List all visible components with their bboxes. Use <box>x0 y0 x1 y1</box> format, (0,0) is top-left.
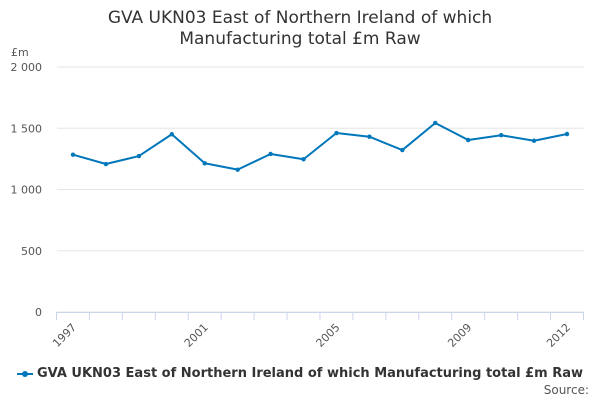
data-point <box>367 134 372 139</box>
legend-line-marker-icon <box>16 370 33 377</box>
data-point <box>70 152 76 157</box>
y-tick-label: 500 <box>21 245 42 258</box>
data-point <box>103 161 109 167</box>
x-tick-label: 2001 <box>182 321 211 350</box>
data-point <box>169 132 174 137</box>
y-tick-label: 1 000 <box>11 184 43 197</box>
data-point <box>268 151 273 157</box>
data-point <box>433 120 438 126</box>
data-point <box>466 137 471 143</box>
legend-item[interactable]: GVA UKN03 East of Northern Ireland of wh… <box>0 366 600 381</box>
source-label: Source: <box>543 383 589 397</box>
series-line <box>72 121 568 171</box>
chart-title-line: GVA UKN03 East of Northern Ireland of wh… <box>107 8 493 28</box>
data-point <box>202 161 207 166</box>
y-tick-label: 1 500 <box>11 122 43 135</box>
y-tick-label: 0 <box>35 306 42 319</box>
y-axis-label: £m <box>11 46 29 59</box>
x-tick-label: 2012 <box>544 321 573 350</box>
x-tick-label: 1997 <box>50 321 79 350</box>
data-point <box>301 157 306 162</box>
data-point <box>235 167 240 172</box>
data-point <box>400 147 405 153</box>
x-tick-label: 2005 <box>314 321 343 350</box>
x-tick-label: 2009 <box>445 321 474 350</box>
data-point <box>531 138 537 143</box>
data-point <box>498 133 504 138</box>
chart-title: GVA UKN03 East of Northern Ireland of wh… <box>0 8 600 50</box>
legend-label: GVA UKN03 East of Northern Ireland of wh… <box>36 366 583 381</box>
data-point <box>564 131 570 137</box>
chart-title-line: Manufacturing total £m Raw <box>179 29 421 49</box>
y-tick-label: 2 000 <box>11 61 43 74</box>
data-point <box>136 153 142 159</box>
data-point <box>334 130 339 136</box>
